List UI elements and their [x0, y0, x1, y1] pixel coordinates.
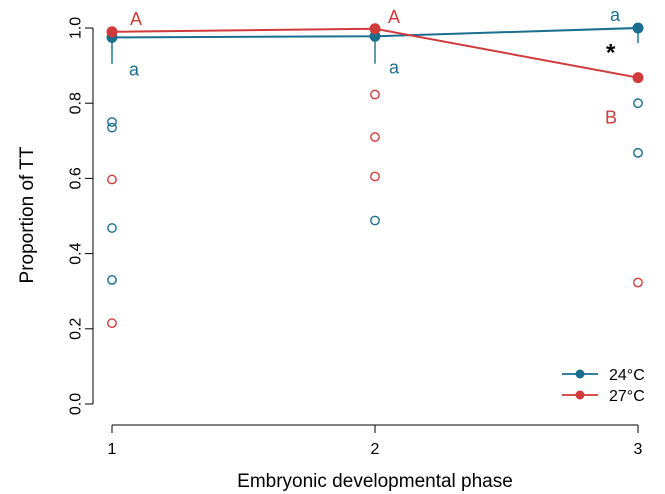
x-tick-label: 1 [108, 441, 117, 458]
legend-label: 24°C [609, 367, 645, 384]
y-tick-label: 0.2 [68, 318, 85, 340]
mean-point [632, 22, 644, 34]
significance-letters: A A Ba a a [129, 5, 621, 128]
y-tick-label: 0.0 [68, 393, 85, 415]
legend-marker [575, 390, 585, 400]
letter-label: B [605, 108, 617, 128]
individual-point [370, 171, 380, 182]
individual-point [107, 117, 117, 127]
y-axis-title: Proportion of TT [17, 146, 38, 283]
x-tick-label: 2 [371, 441, 380, 458]
y-tick-label: 1.0 [68, 17, 85, 39]
significance-star: * [606, 39, 616, 66]
mean-point [632, 72, 644, 84]
x-tick-label: 3 [634, 441, 643, 458]
letter-label: a [129, 59, 140, 79]
x-axis: 1 2 3 [108, 424, 643, 458]
letter-label: A [130, 9, 142, 29]
mean-point [369, 23, 381, 35]
y-tick-label: 0.8 [68, 92, 85, 114]
mean-point [106, 26, 118, 38]
letter-label: a [610, 5, 621, 25]
individual-point [107, 174, 117, 185]
legend-marker [575, 369, 585, 379]
legend-item: 24°C [562, 367, 645, 384]
y-tick-label: 0.4 [68, 242, 85, 264]
individual-point [107, 275, 117, 285]
x-axis-title: Embryonic developmental phase [237, 471, 513, 492]
legend-label: 27°C [609, 388, 645, 405]
plot-area: A A Ba a a * [106, 5, 644, 329]
series-2 [106, 23, 644, 329]
legend: 24°C 27°C [562, 367, 645, 405]
individual-point [370, 215, 380, 226]
individual-point [370, 89, 380, 100]
individual-point [107, 223, 117, 233]
legend-item: 27°C [562, 388, 645, 405]
letter-label: a [389, 57, 400, 77]
individual-point [370, 132, 380, 142]
letter-label: A [388, 7, 400, 27]
individual-point [107, 318, 117, 329]
series-1 [106, 22, 644, 285]
y-axis: 0.0 0.2 0.4 0.6 0.8 1.0 [68, 17, 94, 415]
individual-point [633, 98, 643, 109]
y-tick-label: 0.6 [68, 167, 85, 189]
individual-point [633, 277, 643, 288]
individual-point [633, 147, 643, 158]
individual-point [107, 122, 117, 133]
